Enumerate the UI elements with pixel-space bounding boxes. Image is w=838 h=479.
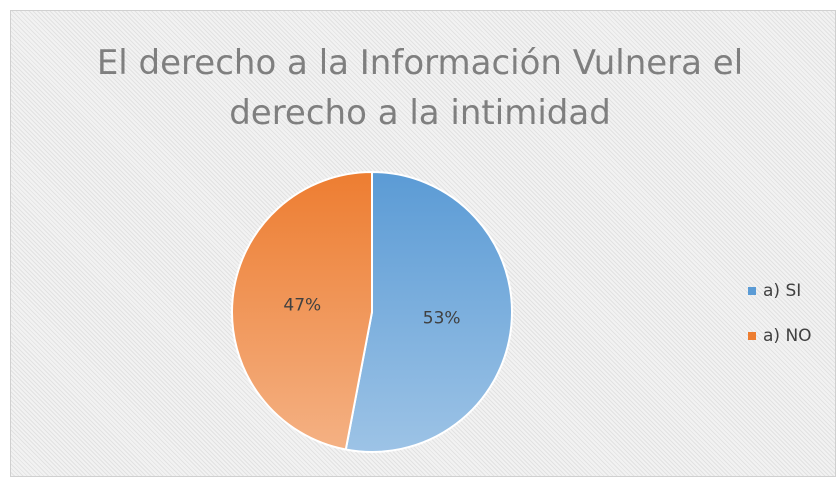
legend-marker bbox=[748, 287, 756, 295]
data-label: 47% bbox=[283, 295, 321, 315]
chart-title: El derecho a la Información Vulnera el d… bbox=[96, 43, 744, 133]
pie-slice bbox=[231, 170, 373, 451]
legend-label: a) SI bbox=[763, 281, 801, 301]
data-label: 53% bbox=[423, 309, 461, 329]
legend-label: a) NO bbox=[763, 326, 812, 346]
pie-slice bbox=[344, 170, 513, 453]
legend-marker bbox=[748, 332, 756, 340]
